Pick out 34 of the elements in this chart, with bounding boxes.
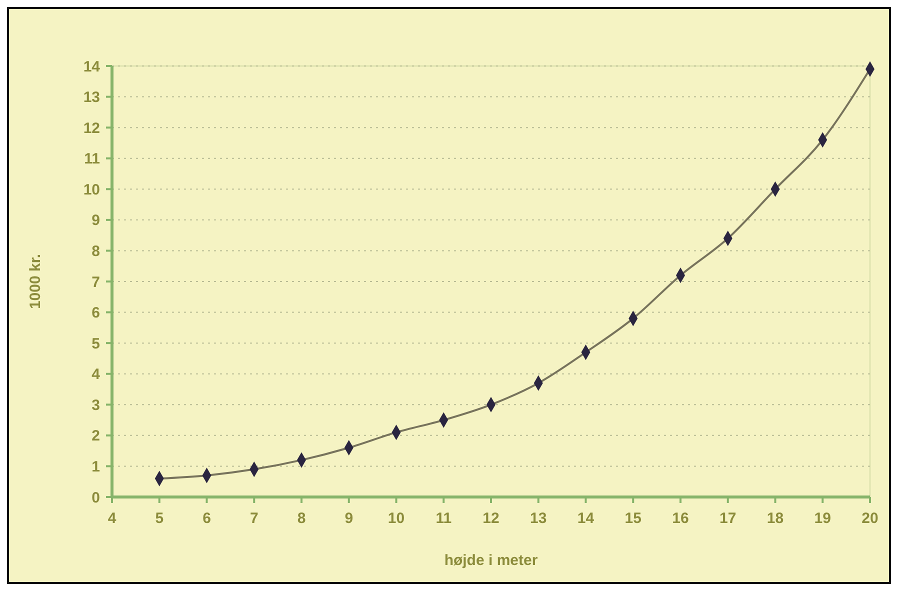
x-tick-label: 4 (108, 510, 117, 527)
x-tick-label: 18 (766, 510, 784, 527)
y-tick-label: 12 (83, 120, 100, 137)
x-tick-label: 14 (577, 510, 595, 527)
x-tick-label: 17 (720, 510, 736, 527)
x-tick-label: 7 (250, 510, 258, 527)
y-tick-label: 5 (92, 335, 100, 352)
y-tick-label: 4 (92, 366, 101, 384)
y-tick-label: 13 (83, 89, 100, 106)
y-tick-label: 14 (83, 58, 101, 76)
x-tick-label: 19 (814, 510, 831, 527)
x-tick-label: 11 (436, 510, 452, 527)
y-tick-label: 1 (92, 458, 100, 476)
y-tick-label: 11 (84, 150, 100, 168)
x-tick-label: 5 (155, 510, 164, 527)
y-tick-label: 0 (92, 489, 100, 506)
x-tick-label: 20 (862, 510, 878, 527)
y-tick-label: 9 (92, 212, 100, 230)
y-tick-label: 6 (92, 304, 100, 322)
x-tick-label: 15 (624, 510, 642, 527)
x-tick-label: 10 (388, 510, 405, 527)
x-tick-label: 9 (344, 510, 354, 527)
y-axis-title: 1000 kr. (27, 254, 44, 310)
x-tick-label: 13 (530, 510, 547, 527)
x-axis-title: højde i meter (444, 552, 538, 569)
y-tick-label: 10 (83, 181, 100, 198)
y-tick-label: 7 (92, 274, 100, 291)
y-tick-label: 2 (92, 428, 100, 445)
x-tick-label: 6 (202, 510, 211, 527)
y-tick-label: 8 (92, 242, 100, 260)
x-tick-label: 16 (672, 510, 689, 527)
y-tick-label: 3 (92, 396, 100, 414)
x-tick-label: 8 (297, 510, 306, 527)
x-tick-label: 12 (482, 510, 500, 527)
